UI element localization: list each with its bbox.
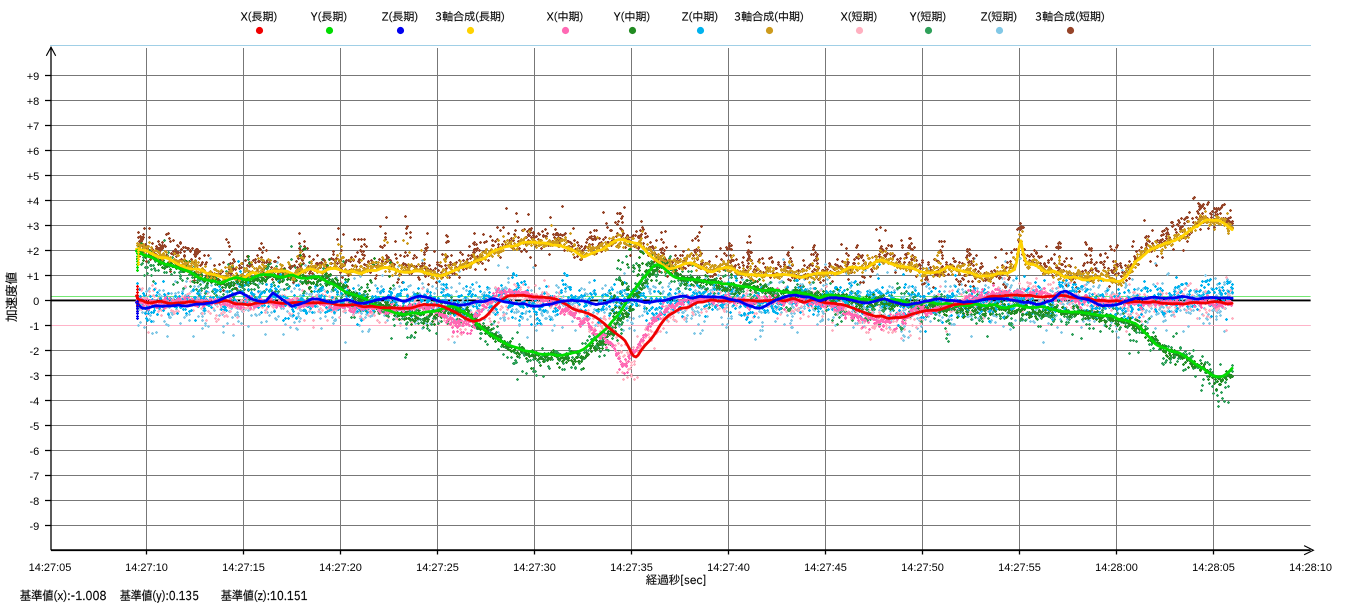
svg-text:14:27:30: 14:27:30: [513, 562, 556, 574]
svg-text:+2: +2: [27, 246, 40, 258]
svg-text:+7: +7: [27, 121, 40, 133]
svg-text:+3: +3: [27, 221, 40, 233]
svg-text:-8: -8: [30, 496, 40, 508]
svg-text:+4: +4: [27, 196, 40, 208]
svg-text:+5: +5: [27, 171, 40, 183]
svg-text:14:28:10: 14:28:10: [1289, 562, 1332, 574]
svg-text:14:27:50: 14:27:50: [901, 562, 944, 574]
svg-text:14:27:10: 14:27:10: [125, 562, 168, 574]
svg-text:14:27:55: 14:27:55: [998, 562, 1041, 574]
svg-text:14:27:15: 14:27:15: [222, 562, 265, 574]
svg-text:14:27:40: 14:27:40: [707, 562, 750, 574]
svg-text:-6: -6: [30, 446, 40, 458]
svg-text:+8: +8: [27, 96, 40, 108]
svg-text:14:28:00: 14:28:00: [1095, 562, 1138, 574]
svg-text:14:27:25: 14:27:25: [416, 562, 459, 574]
svg-text:-3: -3: [30, 371, 40, 383]
svg-text:+6: +6: [27, 146, 40, 158]
svg-text:-7: -7: [30, 471, 40, 483]
svg-text:+1: +1: [27, 271, 40, 283]
svg-text:-5: -5: [30, 421, 40, 433]
svg-text:-2: -2: [30, 346, 40, 358]
svg-text:-1: -1: [30, 321, 40, 333]
svg-text:0: 0: [33, 296, 39, 308]
svg-text:+9: +9: [27, 71, 40, 83]
svg-text:14:27:05: 14:27:05: [29, 562, 72, 574]
svg-text:14:27:45: 14:27:45: [804, 562, 847, 574]
svg-text:14:27:20: 14:27:20: [319, 562, 362, 574]
svg-text:-4: -4: [30, 396, 40, 408]
svg-text:14:28:05: 14:28:05: [1192, 562, 1235, 574]
svg-text:-9: -9: [30, 521, 40, 533]
svg-text:14:27:35: 14:27:35: [610, 562, 653, 574]
